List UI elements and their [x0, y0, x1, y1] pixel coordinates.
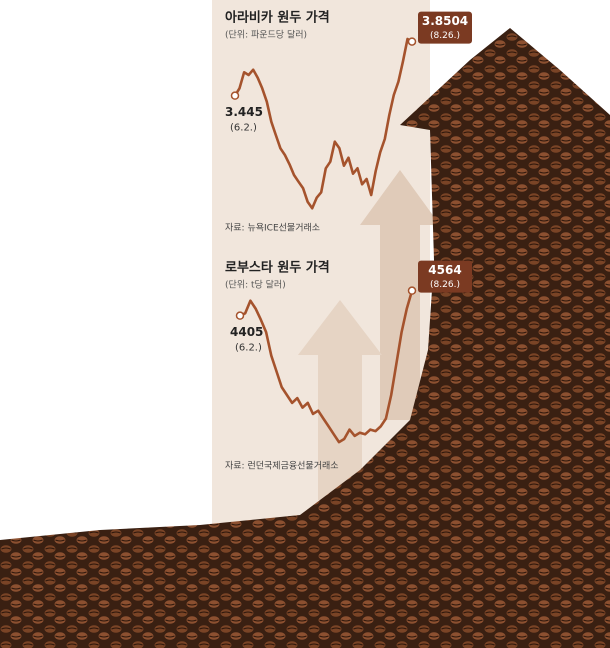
price-line — [233, 37, 413, 210]
end-point — [407, 286, 417, 295]
end-label-box — [418, 260, 472, 293]
bg-arrow — [298, 300, 382, 500]
end-label-box — [418, 11, 472, 44]
start-value-label: 4405 — [230, 325, 263, 339]
end-value-label: 4564 — [428, 263, 461, 277]
end-point — [407, 37, 417, 46]
chart-subtitle: (단위: t당 달러) — [225, 279, 286, 291]
end-point — [230, 91, 240, 100]
price-line — [239, 290, 414, 444]
bg-arrow — [360, 170, 440, 420]
start-date-label: (6.2.) — [235, 343, 262, 354]
end-date-label: (8.26.) — [430, 280, 460, 290]
charts: 아라비카 원두 가격 (단위: 파운드당 달러) 자료: 뉴욕ICE선물거래소 3.4… — [225, 10, 472, 472]
coffee-beans — [0, 28, 610, 648]
source: 자료: 런던국제금융선물거래소 — [225, 461, 339, 472]
chart-title: 아라비카 원두 가격 — [225, 10, 330, 26]
end-point — [235, 311, 245, 320]
chart-subtitle: (단위: 파운드당 달러) — [225, 29, 307, 41]
chart-title: 로부스타 원두 가격 — [225, 260, 330, 276]
end-value-label: 3.8504 — [422, 14, 468, 28]
start-value-label: 3.445 — [225, 105, 263, 119]
start-date-label: (6.2.) — [230, 123, 257, 134]
end-date-label: (8.26.) — [430, 31, 460, 41]
source: 자료: 뉴욕ICE선물거래소 — [225, 223, 320, 234]
